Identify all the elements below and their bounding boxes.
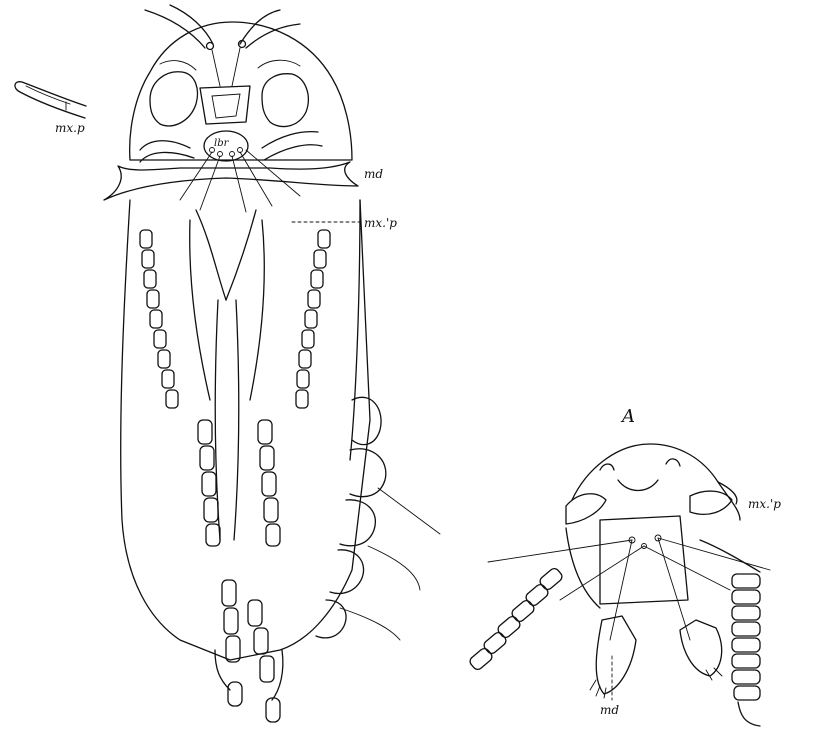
antennal-socket-left — [205, 41, 215, 51]
leg-right-outer — [295, 229, 331, 409]
hind-tarsi — [221, 579, 281, 723]
panel-a-antenna-right — [731, 573, 761, 727]
antenna-left — [144, 9, 206, 49]
antenna-right-inner — [245, 23, 301, 49]
antenna-right — [239, 9, 281, 45]
leg-center-right — [257, 419, 281, 547]
detached-maxillary-palp — [14, 81, 87, 119]
label-labrum: lbr — [214, 138, 230, 149]
body-outline — [120, 199, 371, 661]
panel-a-mouthparts — [469, 443, 771, 727]
leg-left-outer — [139, 229, 179, 409]
head-capsule — [129, 21, 353, 161]
antennal-socket-right — [237, 39, 247, 49]
clypeus — [199, 85, 251, 125]
label-mxp-a: mx.'p — [748, 497, 781, 511]
mandible-bar — [103, 161, 359, 201]
labrum — [203, 130, 249, 162]
label-md-main: md — [364, 167, 383, 181]
label-mxp-main: mx.'p — [364, 216, 397, 230]
label-mxp-detached: mx.p — [55, 121, 85, 135]
leg-center-left — [197, 419, 221, 547]
main-specimen — [103, 4, 441, 723]
label-md-a: md — [600, 703, 619, 717]
antenna-left-inner — [169, 4, 214, 45]
panel-a-antenna-left — [469, 567, 563, 671]
label-panel-a: A — [620, 406, 635, 427]
eye-right — [261, 73, 309, 128]
eye-left — [149, 71, 199, 127]
